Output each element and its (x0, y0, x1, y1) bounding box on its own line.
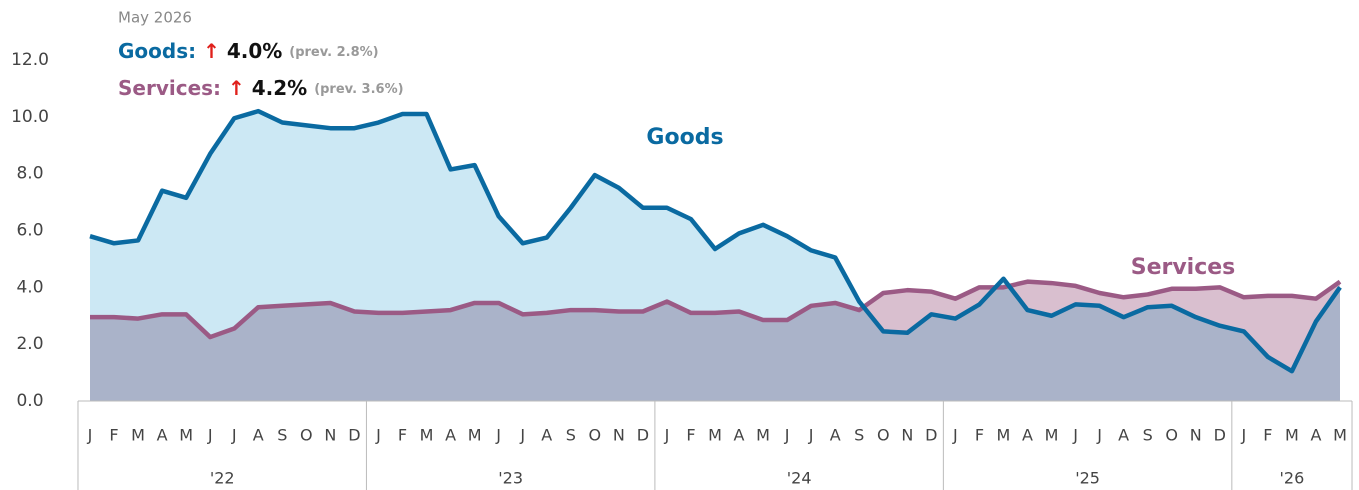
x-tick-label: M (131, 426, 145, 445)
x-tick-label: J (519, 426, 525, 445)
x-tick-label: J (1072, 426, 1078, 445)
x-tick-label: J (375, 426, 381, 445)
x-tick-label: A (253, 426, 264, 445)
x-tick-label: D (348, 426, 360, 445)
x-tick-label: N (324, 426, 336, 445)
x-tick-label: N (613, 426, 625, 445)
services-prev: (prev. 3.6%) (314, 82, 403, 97)
x-tick-label: J (495, 426, 501, 445)
services-arrow: ↑ (228, 76, 245, 100)
x-tick-label: J (87, 426, 93, 445)
series-label: Services (1131, 255, 1236, 280)
x-tick-label: S (1143, 426, 1153, 445)
x-tick-label: O (1165, 426, 1178, 445)
year-label: '25 (1075, 469, 1100, 488)
line (90, 279, 1342, 340)
y-tick-label: 4.0 (16, 277, 43, 297)
x-tick-label: A (1022, 426, 1033, 445)
x-tick-label: A (1310, 426, 1321, 445)
x-tick-label: M (420, 426, 434, 445)
x-tick-label: F (109, 426, 118, 445)
x-tick-label: A (157, 426, 168, 445)
x-tick-label: N (901, 426, 913, 445)
services-headline: Services: ↑ 4.2% (prev. 3.6%) (118, 76, 404, 100)
x-tick-label: O (877, 426, 890, 445)
y-tick-label: 6.0 (16, 221, 43, 241)
x-tick-label: F (975, 426, 984, 445)
goods-prev: (prev. 2.8%) (289, 45, 378, 60)
x-tick-label: J (808, 426, 814, 445)
x-tick-label: M (708, 426, 722, 445)
y-tick-label: 2.0 (16, 334, 43, 354)
x-tick-label: M (1333, 426, 1347, 445)
y-tick-label: 0.0 (16, 391, 43, 411)
x-tick-label: A (541, 426, 552, 445)
x-tick-label: J (1096, 426, 1102, 445)
date-label: May 2026 (118, 9, 192, 27)
x-tick-label: D (925, 426, 937, 445)
x-tick-label: S (854, 426, 864, 445)
x-tick-label: A (734, 426, 745, 445)
x-tick-label: M (1285, 426, 1299, 445)
goods-arrow: ↑ (203, 39, 220, 63)
line (89, 108, 1342, 374)
x-tick-label: A (445, 426, 456, 445)
x-tick-label: J (952, 426, 958, 445)
year-label: '23 (498, 469, 523, 488)
x-tick-label: M (1045, 426, 1059, 445)
year-label: '26 (1280, 469, 1305, 488)
x-tick-label: S (566, 426, 576, 445)
goods-name: Goods: (118, 39, 196, 63)
x-tick-label: M (468, 426, 482, 445)
x-tick-label: J (664, 426, 670, 445)
x-tick-label: N (1190, 426, 1202, 445)
y-tick-label: 12.0 (11, 50, 49, 70)
x-tick-label: F (398, 426, 407, 445)
x-tick-label: J (1240, 426, 1246, 445)
services-value: 4.2% (252, 76, 307, 100)
year-label: '24 (787, 469, 812, 488)
y-tick-label: 10.0 (11, 107, 49, 127)
x-tick-label: D (637, 426, 649, 445)
goods-headline: Goods: ↑ 4.0% (prev. 2.8%) (118, 39, 379, 63)
x-tick-label: D (1214, 426, 1226, 445)
x-tick-label: O (589, 426, 602, 445)
series-label: Goods (646, 125, 723, 150)
x-tick-label: M (756, 426, 770, 445)
x-tick-label: J (784, 426, 790, 445)
x-tick-label: M (997, 426, 1011, 445)
x-tick-label: J (231, 426, 237, 445)
x-tick-label: S (277, 426, 287, 445)
x-tick-label: A (1118, 426, 1129, 445)
x-tick-label: J (207, 426, 213, 445)
x-tick-label: M (179, 426, 193, 445)
x-tick-label: A (830, 426, 841, 445)
x-tick-label: F (686, 426, 695, 445)
services-name: Services: (118, 76, 221, 100)
x-tick-label: F (1263, 426, 1272, 445)
goods-value: 4.0% (227, 39, 282, 63)
y-tick-label: 8.0 (16, 164, 43, 184)
year-label: '22 (210, 469, 235, 488)
x-tick-label: O (300, 426, 313, 445)
